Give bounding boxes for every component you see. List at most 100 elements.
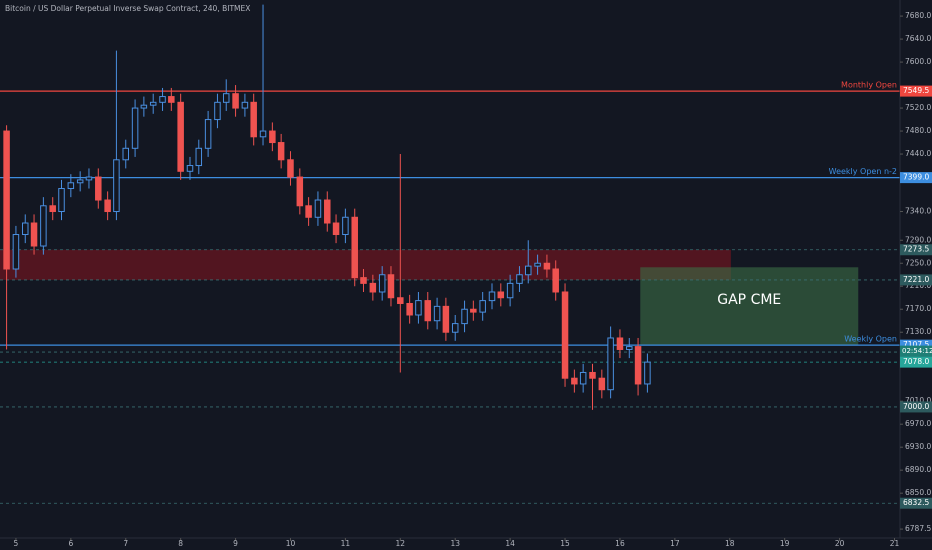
y-tick-label: 7130.0 [905,327,931,336]
candle-body [140,104,148,109]
candle-body [250,101,257,138]
candle-body [543,262,551,270]
y-tick-label: 7680.0 [905,11,931,20]
candle-body [241,101,249,109]
candle-body [351,216,358,279]
candle-body [626,346,633,350]
plot: GAP CME [0,4,900,504]
candle-body [177,101,184,172]
price-tag-label: 7000.0 [903,402,929,411]
candle-body [479,300,486,313]
candle-body [104,199,111,213]
y-tick-label: 7210.0 [905,281,931,290]
candle-body [424,300,432,322]
y-tick-label: 6930.0 [905,442,931,451]
candle-body [369,282,377,293]
candle-body [516,274,523,284]
x-tick-label: 19 [780,539,790,548]
candle-body [433,305,441,322]
candle-body [186,165,194,172]
y-tick-label: 7600.0 [905,57,931,66]
candle-body [461,308,468,325]
candle-body [232,93,239,109]
candle-body [534,262,541,267]
y-tick-label: 6850.0 [905,488,931,497]
candle-body [470,308,477,313]
candle-body [22,222,29,236]
candle-body [552,268,559,293]
candle-body [616,337,624,350]
candle-body [195,147,203,167]
x-tick-label: 16 [615,539,625,548]
price-tag-label: 6832.5 [903,498,929,507]
candle-body [277,142,285,161]
price-tag [900,172,932,184]
chart-title: Bitcoin / US Dollar Perpetual Inverse Sw… [5,4,250,13]
candle-body [524,265,532,276]
candle-body [332,222,340,236]
x-tick-label: 11 [341,539,351,548]
y-tick-label: 7290.0 [905,235,931,244]
y-tick-label: 6970.0 [905,419,931,428]
candle-body [85,176,93,181]
candle-body [589,371,596,379]
x-tick-label: 18 [725,539,735,548]
candle-body [442,305,450,333]
price-tag [900,497,932,509]
price-tag-label: 7107.5 [903,340,929,349]
candle-body [259,130,267,138]
y-tick-label: 7340.0 [905,207,931,216]
candle-body [40,205,47,247]
x-tick-label: 20 [835,539,845,548]
candle-body [76,179,84,184]
price-tag [900,339,932,351]
y-tick-label: 7520.0 [905,103,931,112]
x-tick-label: 14 [505,539,515,548]
candle-body [58,188,65,213]
candle-body [506,282,514,299]
candle-body [168,96,175,103]
y-tick-label: 6787.5 [905,524,931,533]
candle-body [579,371,587,385]
y-tick-label: 7250.0 [905,258,931,267]
level-label: Monthly Open [841,81,897,90]
zone [0,249,731,280]
x-tick-label: 10 [286,539,296,548]
candle-body [644,361,651,385]
candle-body [30,222,38,247]
candle-body [360,277,367,284]
price-tag [900,356,932,368]
x-tick-label: 21 [890,539,900,548]
x-tick-label: 8 [178,539,183,548]
candle-body [314,199,322,218]
y-tick-label: 7640.0 [905,34,931,43]
level-label: Weekly Open n-2 [829,167,897,176]
candle-body [497,291,505,299]
zone [640,267,859,346]
candle-body [406,302,413,316]
candle-body [3,130,10,270]
price-tag-label: 7273.5 [903,245,929,254]
price-tag [900,85,932,97]
candle-body [378,274,386,293]
price-tag-label: 7549.5 [903,86,929,95]
candle-body [305,205,312,218]
countdown-tag [900,345,932,357]
y-tick-label: 7010.0 [905,396,931,405]
candle-body [12,234,20,270]
price-tag-label: 7078.0 [903,357,929,366]
candle-body [607,337,614,391]
y-tick-label: 7170.0 [905,304,931,313]
y-tick-label: 7480.0 [905,126,931,135]
y-tick-label: 7440.0 [905,149,931,158]
x-tick-label: 9 [233,539,238,548]
candle-body [561,291,569,379]
candle-body [296,176,304,207]
candle-body [598,377,606,391]
price-tag-label: 7221.0 [903,275,929,284]
x-tick-label: 15 [560,539,570,548]
y-tick-label: 6890.0 [905,465,931,474]
candle-body [113,159,120,213]
candle-body [122,147,129,161]
